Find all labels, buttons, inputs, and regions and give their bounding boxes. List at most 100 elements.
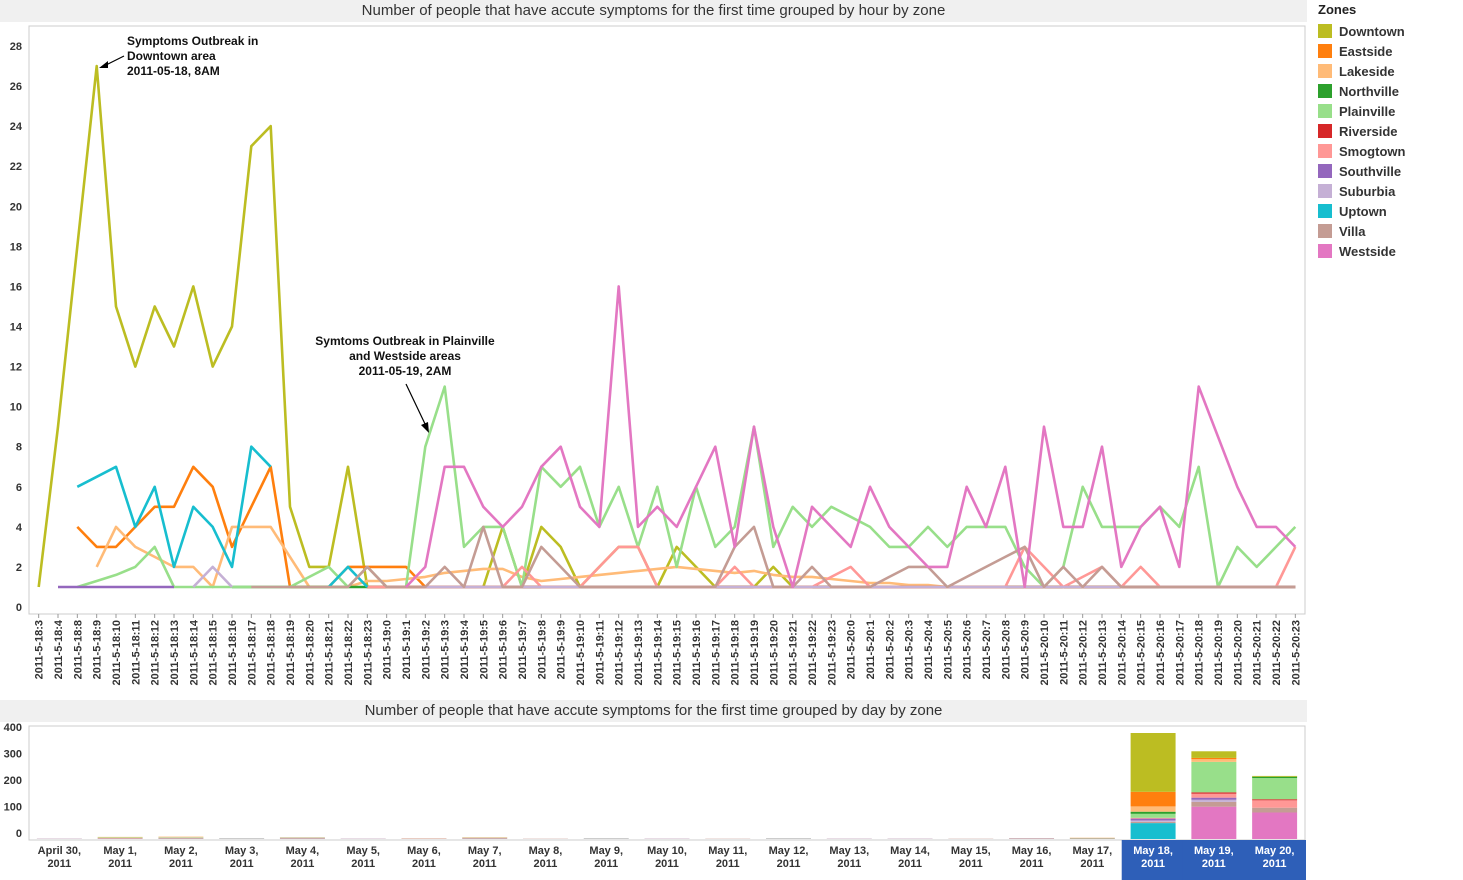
bar-segment-villa[interactable]: [279, 838, 325, 839]
bar-segment-smogtown[interactable]: [1130, 817, 1176, 819]
bar-segment-lakeside[interactable]: [158, 836, 204, 838]
hourly-chart-title: Number of people that have accute sympto…: [0, 0, 1307, 22]
bar-segment-villa[interactable]: [97, 838, 143, 839]
x-tick-label: 2011: [1263, 858, 1287, 870]
legend-title: Zones: [1318, 2, 1357, 17]
y-tick-label: 6: [16, 482, 22, 494]
annotation-arrow: [405, 383, 427, 427]
bar-segment-eastside[interactable]: [1191, 757, 1237, 760]
bar-segment-lakeside[interactable]: [1191, 759, 1237, 762]
bar-segment-westside[interactable]: [1252, 812, 1298, 840]
x-tick-label: 2011: [777, 858, 801, 870]
bar-segment-plainville[interactable]: [1252, 778, 1298, 800]
x-tick-label: 2011-5-19:6: [498, 620, 510, 679]
x-tick-label: April 30,: [38, 845, 81, 857]
x-tick-label: 2011-5-20:14: [1116, 619, 1128, 685]
legend-swatch: [1318, 164, 1332, 178]
x-tick-label: 2011: [473, 858, 497, 870]
x-tick-label: 2011-5-20:3: [904, 620, 916, 679]
x-tick-label: 2011-5-18:11: [130, 620, 142, 685]
series-line-westside[interactable]: [405, 285, 1297, 589]
legend-item[interactable]: Northville: [1318, 81, 1458, 101]
bar-segment-lakeside[interactable]: [97, 836, 143, 838]
y-tick-label: 14: [10, 322, 23, 334]
y-tick-label: 8: [16, 442, 22, 454]
y-tick-label: 10: [10, 402, 22, 414]
annotation-arrowhead: [99, 61, 108, 68]
legend-item[interactable]: Eastside: [1318, 41, 1458, 61]
bar-segment-northville[interactable]: [1130, 811, 1176, 814]
x-tick-label: 2011-5-18:19: [285, 620, 297, 685]
legend-label: Eastside: [1339, 43, 1393, 59]
bar-segment-villa[interactable]: [1191, 801, 1237, 807]
legend-item[interactable]: Westside: [1318, 241, 1458, 261]
bar-segment-suburbia[interactable]: [279, 837, 325, 839]
bar-segment-suburbia[interactable]: [1191, 799, 1237, 802]
bar-segment-westside[interactable]: [1191, 806, 1237, 839]
y-tick-label: 26: [10, 81, 22, 93]
bar-segment-lakeside[interactable]: [1130, 806, 1176, 812]
legend-label: Northville: [1339, 83, 1399, 99]
x-tick-label: 2011-5-18:18: [266, 620, 278, 685]
legend-item[interactable]: Southville: [1318, 161, 1458, 181]
x-tick-label: 2011: [655, 858, 679, 870]
legend-item[interactable]: Smogtown: [1318, 141, 1458, 161]
legend-swatch: [1318, 244, 1332, 258]
bar-segment-uptown[interactable]: [1130, 823, 1176, 839]
x-tick-label: 2011: [837, 858, 861, 870]
bar-segment-plainville[interactable]: [158, 837, 204, 838]
bar-segment-plainville[interactable]: [97, 837, 143, 838]
bar-segment-plainville[interactable]: [1191, 761, 1237, 793]
bar-segment-smogtown[interactable]: [1191, 793, 1237, 798]
bar-segment-downtown[interactable]: [1191, 751, 1237, 758]
x-tick-label: May 6,: [407, 845, 441, 857]
bar-segment-downtown[interactable]: [1252, 775, 1298, 777]
legend-label: Lakeside: [1339, 63, 1395, 79]
bar-baseline: [583, 838, 629, 839]
x-tick-label: 2011: [230, 858, 254, 870]
x-tick-label: 2011-5-19:23: [826, 620, 838, 685]
bar-segment-eastside[interactable]: [1130, 791, 1176, 807]
series-line-smogtown[interactable]: [367, 545, 1297, 589]
legend-item[interactable]: Suburbia: [1318, 181, 1458, 201]
bar-segment-suburbia[interactable]: [1130, 820, 1176, 822]
x-tick-label: May 16,: [1012, 845, 1052, 857]
bar-segment-riverside[interactable]: [1252, 799, 1298, 801]
bar-segment-riverside[interactable]: [1191, 792, 1237, 794]
legend-item[interactable]: Villa: [1318, 221, 1458, 241]
series-line-uptown[interactable]: [76, 445, 369, 588]
legend-item[interactable]: Riverside: [1318, 121, 1458, 141]
x-tick-label: 2011-5-18:8: [72, 620, 84, 679]
legend-item[interactable]: Uptown: [1318, 201, 1458, 221]
series-line-villa[interactable]: [251, 525, 1296, 589]
legend-item[interactable]: Downtown: [1318, 21, 1458, 41]
legend-label: Smogtown: [1339, 143, 1406, 159]
legend-label: Riverside: [1339, 123, 1398, 139]
bar-segment-villa[interactable]: [1252, 807, 1298, 813]
bar-segment-villa[interactable]: [1130, 821, 1176, 824]
x-tick-label: 2011: [412, 858, 436, 870]
legend-item[interactable]: Plainville: [1318, 101, 1458, 121]
legend-label: Suburbia: [1339, 183, 1396, 199]
y-tick-label: 4: [16, 522, 23, 534]
bar-segment-northville[interactable]: [1252, 776, 1298, 779]
x-tick-label: 2011-5-19:17: [710, 620, 722, 685]
bar-segment-villa[interactable]: [1069, 838, 1115, 839]
bar-segment-smogtown[interactable]: [1252, 800, 1298, 808]
bar-segment-plainville[interactable]: [1130, 813, 1176, 818]
legend-item[interactable]: Lakeside: [1318, 61, 1458, 81]
x-tick-label: May 14,: [890, 845, 930, 857]
x-tick-label: 2011: [1020, 858, 1044, 870]
x-tick-label: 2011-5-20:0: [846, 620, 858, 679]
x-tick-label: 2011: [169, 858, 193, 870]
bar-segment-southville[interactable]: [1130, 818, 1176, 821]
bar-segment-villa[interactable]: [158, 838, 204, 839]
bar-segment-downtown[interactable]: [1130, 733, 1176, 792]
bar-segment-villa[interactable]: [1009, 838, 1055, 839]
bar-segment-southville[interactable]: [1191, 797, 1237, 800]
x-tick-label: 2011-5-19:18: [730, 620, 742, 685]
x-tick-label: 2011-5-19:3: [440, 620, 452, 679]
bar-segment-villa[interactable]: [462, 838, 508, 839]
x-tick-label: 2011: [534, 858, 558, 870]
